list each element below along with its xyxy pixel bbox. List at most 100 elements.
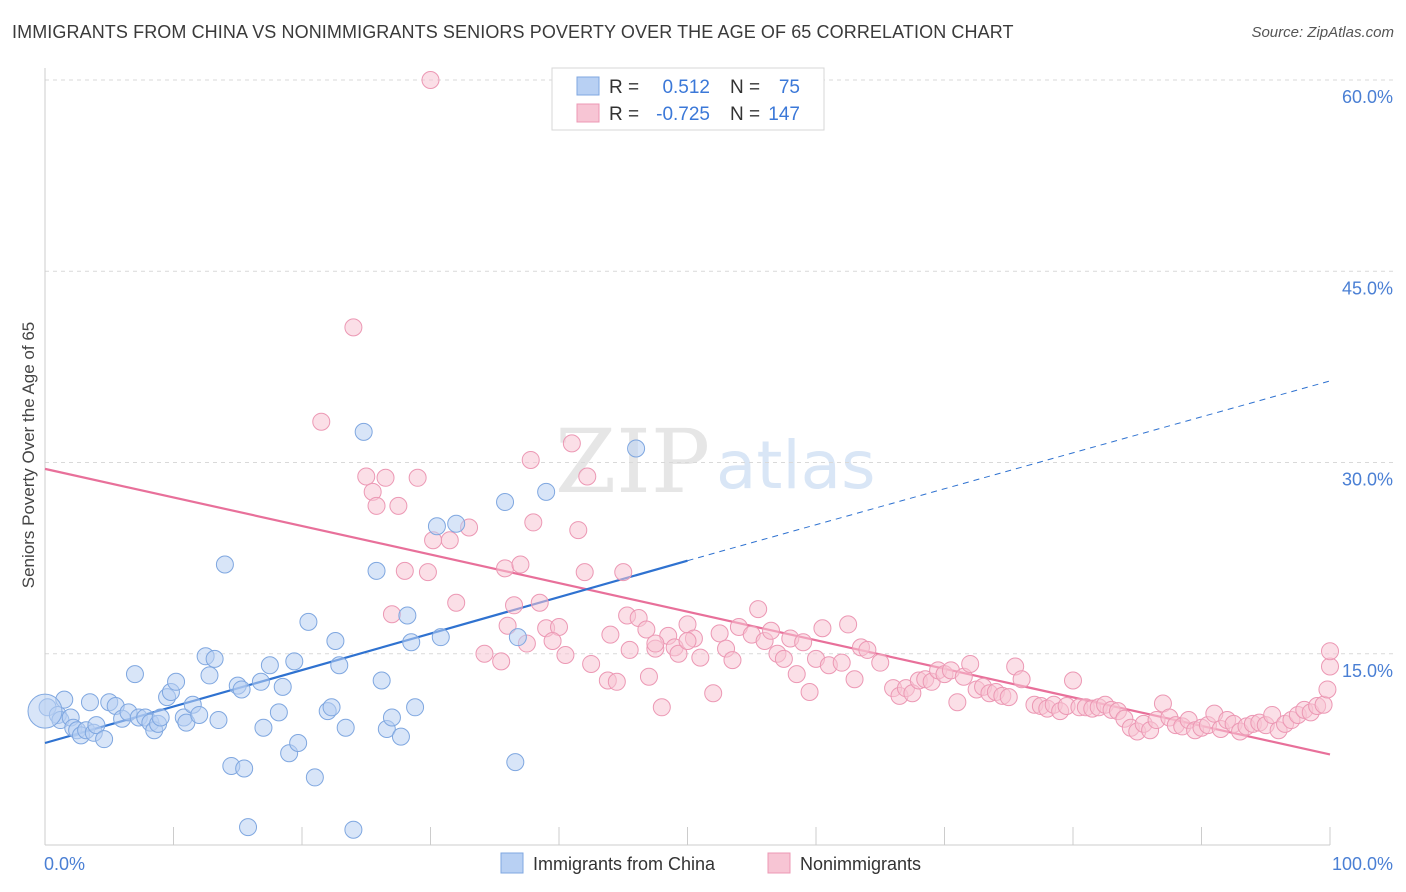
nonimmigrants-point — [1012, 670, 1031, 689]
nonimmigrants-point — [1321, 642, 1339, 661]
nonimmigrants-point — [607, 672, 626, 691]
nonimmigrants-point — [639, 667, 658, 686]
immigrants-from-china-point — [215, 555, 234, 574]
nonimmigrants-point — [575, 563, 594, 582]
nonimmigrants-point — [601, 625, 620, 644]
immigrants-from-china-point — [260, 656, 279, 675]
nonimmigrants-point — [382, 605, 401, 624]
immigrants-from-china-point — [382, 708, 401, 727]
y-axis-label: Seniors Poverty Over the Age of 65 — [19, 322, 38, 588]
immigrants-from-china-point — [80, 693, 99, 712]
nonimmigrants-point — [562, 434, 581, 453]
chart-title: IMMIGRANTS FROM CHINA VS NONIMMIGRANTS S… — [12, 22, 1014, 42]
immigrants-from-china-points — [27, 422, 646, 839]
y-tick-label: 45.0% — [1342, 278, 1393, 298]
nonimmigrants-point — [710, 624, 729, 643]
nonimmigrants-point — [498, 616, 517, 635]
immigrants-from-china-point — [285, 652, 304, 671]
y-tick-label: 30.0% — [1342, 470, 1393, 490]
immigrants-from-china-point — [251, 672, 270, 691]
immigrants-from-china-point — [537, 482, 556, 501]
immigrants-from-china-point — [239, 818, 258, 837]
immigrants-from-china-point — [27, 693, 63, 729]
immigrants-from-china-point — [95, 730, 114, 749]
nonimmigrants-point — [1318, 680, 1337, 699]
immigrants-from-china-point — [254, 718, 273, 737]
nonimmigrants-point — [1314, 695, 1333, 714]
nonimmigrants-point — [762, 621, 781, 640]
nonimmigrants-point — [787, 665, 806, 684]
immigrants-from-china-point — [344, 820, 363, 839]
legend-swatch-pink — [576, 103, 600, 123]
watermark-atlas: atlas — [716, 427, 876, 504]
immigrants-from-china-point — [190, 705, 209, 724]
legend-r-value: 0.512 — [662, 77, 710, 98]
nonimmigrants-point — [344, 318, 363, 337]
legend-label-immigrants: Immigrants from China — [533, 854, 716, 874]
immigrants-from-china-point — [326, 632, 345, 650]
immigrants-from-china-point — [336, 718, 355, 737]
nonimmigrants-point — [800, 683, 819, 701]
immigrants-from-china-point — [406, 698, 425, 717]
immigrants-from-china-point — [496, 493, 515, 512]
nonimmigrants-point — [948, 693, 967, 712]
immigrants-from-china-point — [398, 606, 417, 625]
legend-r-label: R = — [609, 77, 639, 98]
series-legend: Immigrants from China Nonimmigrants — [500, 852, 921, 874]
nonimmigrants-point — [569, 521, 588, 540]
nonimmigrants-point — [505, 596, 524, 615]
legend-label-nonimmigrants: Nonimmigrants — [800, 854, 921, 874]
nonimmigrants-point — [511, 555, 530, 574]
immigrants-from-china-point — [299, 612, 318, 631]
nonimmigrants-point — [832, 653, 851, 672]
watermark: ZIP atlas — [555, 410, 876, 513]
nonimmigrants-point — [999, 688, 1018, 707]
nonimmigrants-point — [704, 684, 723, 703]
nonimmigrants-point — [389, 496, 408, 515]
y-tick-label: 15.0% — [1342, 661, 1393, 681]
immigrants-from-china-point — [506, 753, 525, 772]
immigrants-from-china-point — [447, 514, 466, 533]
x-tick-label: 100.0% — [1332, 854, 1393, 874]
nonimmigrants-point — [637, 620, 656, 639]
nonimmigrants-point — [871, 653, 890, 672]
immigrants-from-china-point — [125, 665, 144, 684]
immigrants-from-china-point — [391, 727, 410, 746]
nonimmigrants-point — [1263, 705, 1282, 724]
legend-n-label: N = — [730, 77, 760, 98]
nonimmigrants-points — [312, 71, 1339, 741]
nonimmigrants-point — [669, 644, 688, 663]
nonimmigrants-point — [691, 648, 710, 667]
immigrants-from-china-point — [330, 656, 349, 675]
nonimmigrants-point — [620, 640, 639, 659]
nonimmigrants-point — [774, 649, 793, 668]
nonimmigrants-point — [421, 71, 440, 89]
legend-swatch-nonimmigrants — [767, 852, 791, 874]
nonimmigrants-point — [961, 654, 980, 673]
immigrants-from-china-point — [508, 628, 527, 647]
nonimmigrants-point — [440, 531, 459, 550]
watermark-zip: ZIP — [555, 410, 710, 513]
x-tick-labels: 0.0% 100.0% — [44, 854, 1393, 874]
y-tick-labels: 15.0% 30.0% 45.0% 60.0% — [1342, 87, 1393, 681]
nonimmigrants-point — [496, 559, 515, 578]
nonimmigrants-point — [376, 468, 395, 487]
legend-n-label: N = — [730, 104, 760, 125]
nonimmigrants-point — [1064, 671, 1082, 690]
nonimmigrants-point — [749, 600, 768, 619]
immigrants-from-china-point — [235, 759, 254, 778]
nonimmigrants-point — [582, 654, 601, 673]
immigrants-from-china-point — [205, 649, 224, 668]
immigrants-from-china-point — [200, 666, 219, 685]
nonimmigrants-point — [367, 496, 386, 515]
immigrants-trend-extension — [687, 380, 1331, 562]
nonimmigrants-point — [678, 632, 697, 650]
immigrants-from-china-point — [367, 561, 386, 580]
nonimmigrants-point — [614, 563, 633, 582]
nonimmigrants-point — [447, 593, 466, 612]
nonimmigrants-point — [521, 450, 540, 469]
nonimmigrants-point — [530, 593, 549, 612]
correlation-legend: R = 0.512 N = 75 R = -0.725 N = 147 — [551, 67, 825, 131]
chart-source: Source: ZipAtlas.com — [1251, 24, 1394, 41]
